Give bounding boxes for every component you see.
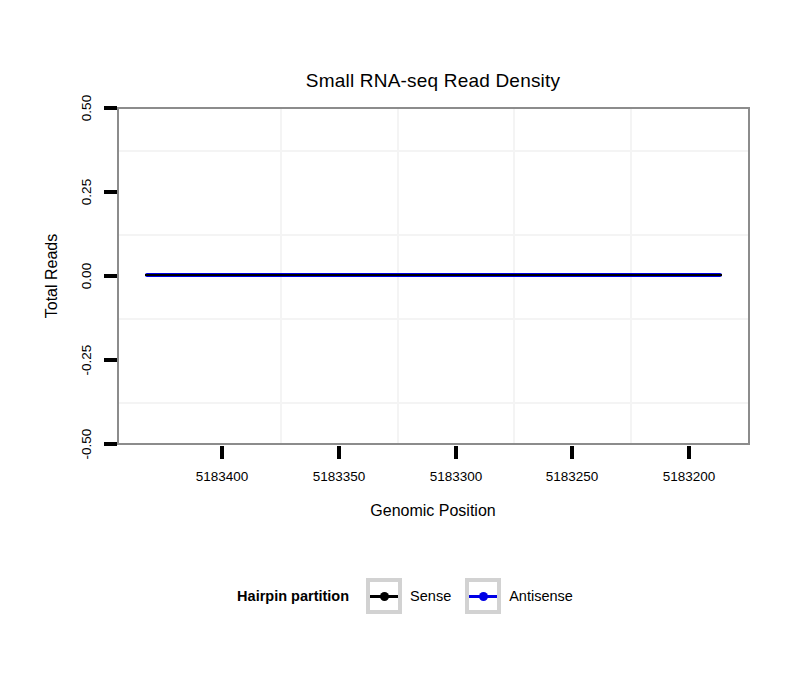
legend-key-sense [366,578,402,614]
sense-series-line [145,274,722,276]
minor-gridline-horizontal [119,402,748,404]
y-tick-mark [104,358,117,362]
legend-title: Hairpin partition [237,588,349,604]
y-tick-mark [104,106,117,110]
legend-label-sense: Sense [410,588,451,604]
x-axis-title: Genomic Position [118,502,748,520]
rna-seq-density-chart: Small RNA-seq Read Density 0.50 0.25 0.0… [0,0,810,690]
y-tick-label: 0.25 [79,170,95,214]
chart-title: Small RNA-seq Read Density [118,70,748,92]
x-tick-mark [337,446,341,459]
x-tick-mark [570,446,574,459]
minor-gridline-horizontal [119,150,748,152]
minor-gridline-horizontal [119,234,748,236]
legend-key-antisense [465,578,501,614]
x-tick-mark [454,446,458,459]
x-tick-mark [687,446,691,459]
x-tick-label: 5183200 [644,469,734,484]
minor-gridline-horizontal [119,318,748,320]
legend-label-antisense: Antisense [509,588,573,604]
x-tick-label: 5183350 [294,469,384,484]
y-tick-mark [104,274,117,278]
plot-panel [117,107,750,445]
y-tick-label: 0.50 [79,86,95,130]
y-tick-label: -0.25 [79,338,95,382]
legend-item-sense: Sense [366,578,451,614]
y-tick-label: -0.50 [79,422,95,466]
y-tick-mark [104,190,117,194]
x-tick-label: 5183300 [411,469,501,484]
sense-point-glyph-icon [380,592,389,601]
x-tick-label: 5183250 [527,469,617,484]
x-tick-mark [220,446,224,459]
y-tick-mark [104,442,117,446]
x-tick-label: 5183400 [177,469,267,484]
legend: Hairpin partition Sense Antisense [0,576,810,616]
y-axis-title: Total Reads [42,208,62,344]
legend-item-antisense: Antisense [465,578,573,614]
antisense-point-glyph-icon [479,592,488,601]
y-tick-label: 0.00 [79,254,95,298]
